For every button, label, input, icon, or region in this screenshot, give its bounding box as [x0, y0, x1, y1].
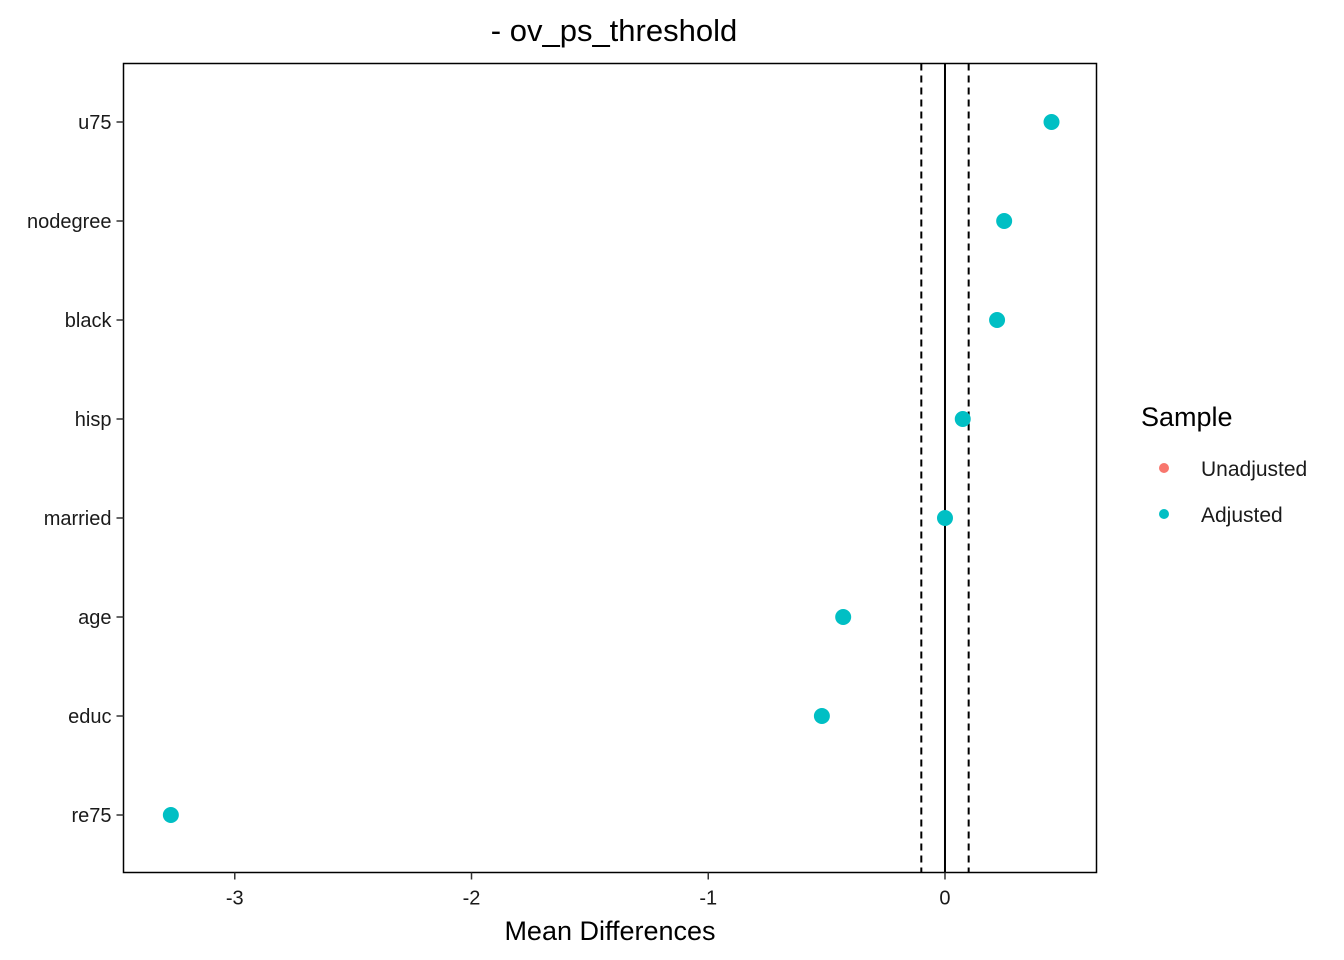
point-adjusted-black [989, 312, 1006, 328]
x-tick-label: -2 [463, 888, 481, 910]
y-axis: u75 nodegree black hisp married age educ re75 [27, 112, 124, 827]
y-tick-label: hisp [75, 409, 112, 431]
x-tick-label: -3 [226, 888, 244, 910]
point-adjusted-u75 [1043, 114, 1060, 130]
y-tick-label: u75 [78, 112, 111, 134]
point-adjusted-re75 [162, 807, 179, 823]
legend-key-adjusted [1159, 509, 1169, 519]
reference-lines [920, 63, 970, 873]
point-adjusted-nodegree [996, 213, 1013, 229]
x-axis-title: Mean Differences [504, 916, 715, 946]
legend-label-adjusted: Adjusted [1201, 504, 1283, 527]
point-adjusted-married [936, 510, 953, 526]
y-tick-label: age [78, 607, 111, 629]
legend-label-unadjusted: Unadjusted [1201, 458, 1307, 481]
legend-key-unadjusted [1159, 463, 1169, 473]
y-tick-label: married [44, 508, 112, 530]
y-tick-label: educ [68, 706, 111, 728]
legend-title: Sample [1141, 402, 1233, 432]
y-tick-label: black [65, 310, 113, 332]
chart-title: - ov_ps_threshold [491, 13, 737, 48]
point-adjusted-educ [813, 708, 830, 724]
point-adjusted-age [835, 609, 852, 625]
x-axis: -3 -2 -1 0 [226, 872, 951, 910]
x-tick-label: 0 [939, 888, 950, 910]
data-points [162, 114, 1060, 823]
y-tick-label: re75 [71, 805, 111, 827]
point-adjusted-hisp [954, 411, 971, 427]
legend: Sample Unadjusted Adjusted [1141, 402, 1307, 527]
plot-panel [122, 62, 1098, 874]
legend-entries: Unadjusted Adjusted [1159, 458, 1307, 527]
x-tick-label: -1 [699, 888, 717, 910]
y-tick-label: nodegree [27, 211, 112, 233]
